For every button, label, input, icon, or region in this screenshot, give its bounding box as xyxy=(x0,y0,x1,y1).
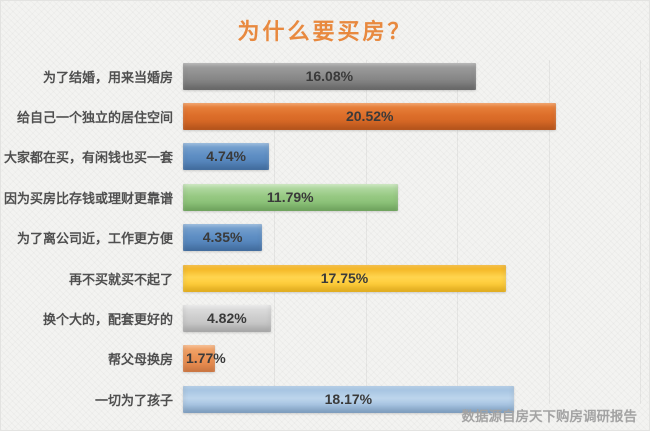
bar-track: 20.52% xyxy=(183,103,638,131)
bar: 4.82% xyxy=(183,305,271,333)
bar-row: 换个大的，配套更好的 4.82% xyxy=(1,298,649,338)
bar-value: 4.82% xyxy=(207,310,247,327)
gridline xyxy=(457,60,459,404)
bar-chart-area: 为了结婚，用来当婚房 16.08% 给自己一个独立的居住空间 20.52% 大家都在买，… xyxy=(1,56,649,420)
bar-value: 18.17% xyxy=(324,390,373,407)
bar: 1.77% xyxy=(183,345,226,373)
bar-track: 18.17% xyxy=(183,385,638,413)
bar-row: 再不买就买不起了 17.75% xyxy=(1,258,649,298)
gridline xyxy=(365,60,367,404)
bar: 4.35% xyxy=(183,224,263,252)
bar-row: 一切为了孩子 18.17% xyxy=(1,379,649,419)
bar-track: 16.08% xyxy=(183,62,638,90)
bar-value: 16.08% xyxy=(305,67,354,84)
bar-label: 大家都在买，有闲钱也买一套 xyxy=(3,150,173,166)
bar: 17.75% xyxy=(183,264,507,292)
bar-row: 大家都在买，有闲钱也买一套 4.74% xyxy=(1,137,649,177)
gridline xyxy=(548,60,550,404)
bar-label: 给自己一个独立的居住空间 xyxy=(16,110,173,126)
bar-value: 4.35% xyxy=(202,229,243,246)
bar-track: 4.74% xyxy=(183,143,638,171)
bar-label: 一切为了孩子 xyxy=(94,392,173,408)
bar-row: 因为买房比存钱或理财更靠谱 11.79% xyxy=(1,177,649,217)
bar: 16.08% xyxy=(183,62,476,90)
bar-row: 为了离公司近，工作更方便 4.35% xyxy=(1,218,649,258)
bar-label: 因为买房比存钱或理财更靠谱 xyxy=(3,190,173,206)
gridline xyxy=(274,60,276,404)
bar-label: 再不买就买不起了 xyxy=(68,271,173,287)
bar-label: 帮父母换房 xyxy=(107,352,173,368)
bar-track: 17.75% xyxy=(183,264,638,292)
bar-track: 11.79% xyxy=(183,183,638,211)
bar-value: 1.77% xyxy=(186,350,226,367)
source-note: 数据源自房天下购房调研报告 xyxy=(461,409,638,424)
bar-row: 给自己一个独立的居住空间 20.52% xyxy=(1,96,649,136)
bar: 18.17% xyxy=(183,385,514,413)
bar-track: 4.82% xyxy=(183,305,638,333)
bar: 20.52% xyxy=(183,103,557,131)
bar-row: 帮父母换房 1.77% xyxy=(1,339,649,379)
bar-track: 4.35% xyxy=(183,224,638,252)
gridline xyxy=(640,60,641,404)
bar-value: 20.52% xyxy=(345,108,394,125)
bar-label: 换个大的，配套更好的 xyxy=(42,312,173,328)
bar-label: 为了结婚，用来当婚房 xyxy=(42,69,173,85)
bar: 4.74% xyxy=(183,143,270,171)
bar: 11.79% xyxy=(183,183,398,211)
bar-label: 为了离公司近，工作更方便 xyxy=(16,231,173,247)
bar-row: 为了结婚，用来当婚房 16.08% xyxy=(1,56,649,96)
bar-value: 4.74% xyxy=(206,148,246,165)
bar-value: 11.79% xyxy=(266,188,314,205)
chart-title: 为什么要买房？ xyxy=(237,19,413,44)
bar-track: 1.77% xyxy=(183,345,638,373)
bar-value: 17.75% xyxy=(320,269,369,286)
